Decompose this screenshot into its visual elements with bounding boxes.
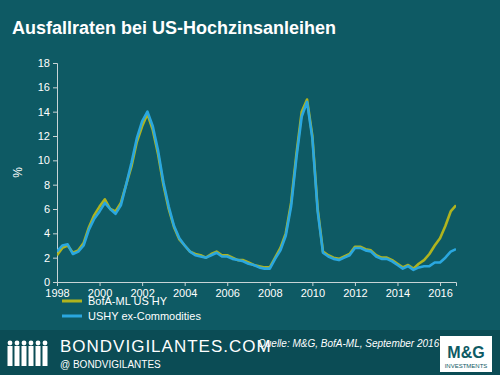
x-tick-mark: [312, 282, 313, 286]
y-tick-label: 12: [38, 130, 50, 142]
y-tick-label: 2: [44, 252, 50, 264]
legend-swatch: [62, 315, 82, 318]
icon-head: [36, 341, 41, 346]
y-tick: 4: [44, 227, 57, 239]
logo-icon: [8, 341, 48, 366]
plot-area: [57, 100, 456, 270]
x-tick: 2004: [173, 282, 197, 299]
x-tick: 2010: [301, 282, 325, 299]
icon-body: [29, 346, 34, 366]
y-tick-mark: [53, 185, 57, 186]
y-tick-mark: [53, 87, 57, 88]
background: [0, 0, 500, 375]
y-tick-mark: [53, 209, 57, 210]
logo-box: [440, 336, 492, 372]
y-axis-title: %: [11, 167, 25, 178]
y-tick: 16: [38, 81, 57, 93]
x-tick: 2008: [258, 282, 282, 299]
x-tick: 2006: [215, 282, 239, 299]
chart: Ausfallraten bei US-Hochzinsanleihen0246…: [0, 0, 500, 375]
icon-head: [22, 341, 27, 346]
x-tick-mark: [57, 282, 58, 286]
y-axis: 024681012141618: [38, 57, 58, 288]
x-tick-label: 1998: [45, 287, 69, 299]
y-tick-mark: [53, 258, 57, 259]
icon-body: [43, 346, 48, 366]
x-tick-mark: [440, 282, 441, 286]
y-tick-label: 6: [44, 203, 50, 215]
y-tick: 6: [44, 203, 57, 215]
x-tick-mark: [100, 282, 101, 286]
x-tick-mark: [397, 282, 398, 286]
x-tick-label: 2014: [386, 287, 410, 299]
y-tick-mark: [53, 136, 57, 137]
y-tick: 8: [44, 179, 57, 191]
x-tick: 1998: [45, 282, 69, 299]
x-tick: 2012: [343, 282, 367, 299]
legend: BofA-ML US HY USHY ex-Commodities: [62, 295, 201, 322]
footer-band: [0, 330, 500, 375]
x-tick-label: 2012: [343, 287, 367, 299]
y-tick-label: 4: [44, 227, 50, 239]
icon-body: [22, 346, 27, 366]
legend-label: USHY ex-Commodities: [88, 310, 201, 322]
y-tick-label: 16: [38, 81, 50, 93]
y-tick: 18: [38, 57, 57, 69]
x-tick-label: 2006: [215, 287, 239, 299]
y-tick-mark: [53, 282, 57, 283]
icon-body: [15, 346, 20, 366]
y-tick-label: 10: [38, 154, 50, 166]
x-tick-label: 2004: [173, 287, 197, 299]
logo-text: M&G: [447, 344, 484, 361]
y-tick-label: 14: [38, 106, 50, 118]
y-tick: 14: [38, 106, 57, 118]
y-tick-label: 8: [44, 179, 50, 191]
y-tick-label: 18: [38, 57, 50, 69]
y-tick: 12: [38, 130, 57, 142]
x-tick-label: 2016: [428, 287, 452, 299]
series-line: [57, 100, 456, 269]
y-tick: 10: [38, 154, 57, 166]
series-line: [57, 102, 456, 270]
twitter-handle: @ BONDVIGILANTES: [60, 359, 161, 370]
x-tick-mark: [227, 282, 228, 286]
x-tick: 2014: [386, 282, 410, 299]
source: Quelle: M&G, BofA-ML, September 2016: [258, 338, 440, 349]
icon-body: [8, 346, 13, 366]
x-tick-label: 2008: [258, 287, 282, 299]
y-tick-mark: [53, 233, 57, 234]
y-tick-mark: [53, 63, 57, 64]
x-tick-label: 2010: [301, 287, 325, 299]
legend-swatch: [62, 300, 82, 303]
icon-body: [36, 346, 41, 366]
x-tick-mark: [355, 282, 356, 286]
logo-subtext: INVESTMENTS: [445, 363, 488, 369]
site-name: BONDVIGILANTES.COM: [60, 337, 272, 356]
icon-head: [43, 341, 48, 346]
icon-head: [15, 341, 20, 346]
x-axis-line: [58, 283, 457, 287]
x-tick: 2016: [428, 282, 452, 299]
y-tick: 2: [44, 252, 57, 264]
y-tick-mark: [53, 160, 57, 161]
y-axis-line: [53, 64, 58, 283]
icon-head: [8, 341, 13, 346]
legend-label: BofA-ML US HY: [88, 295, 168, 307]
x-tick-mark: [270, 282, 271, 286]
title: Ausfallraten bei US-Hochzinsanleihen: [12, 18, 336, 38]
y-tick-mark: [53, 112, 57, 113]
icon-head: [29, 341, 34, 346]
x-tick-mark: [142, 282, 143, 286]
x-tick-mark: [185, 282, 186, 286]
